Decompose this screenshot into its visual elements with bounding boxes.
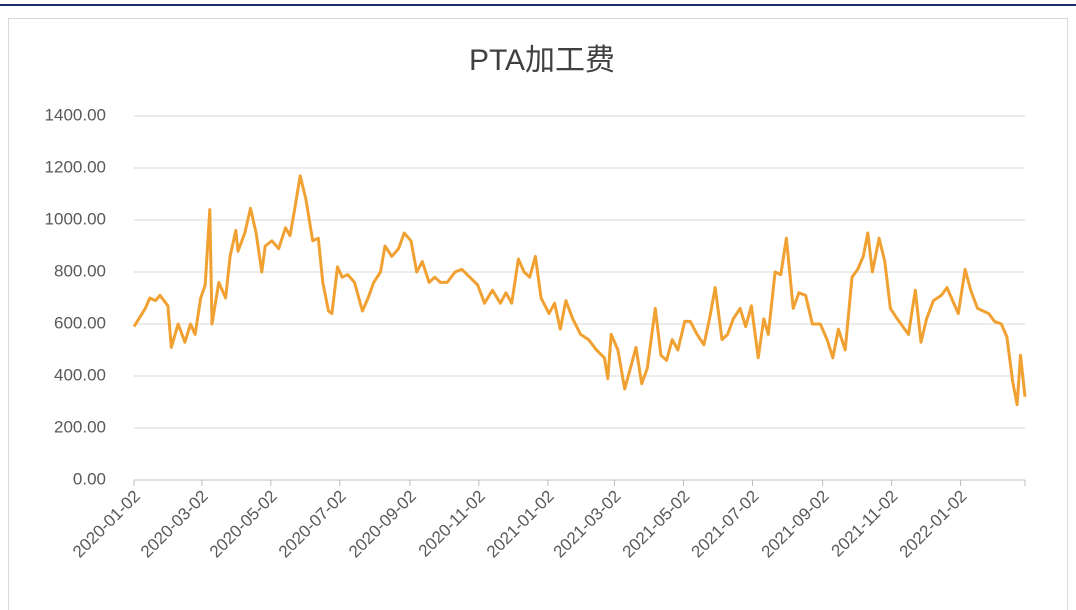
y-tick-label: 1200.00: [45, 157, 106, 176]
y-tick-label: 600.00: [54, 313, 106, 332]
chart-frame: [8, 18, 1068, 610]
chart-title: PTA加工费: [469, 44, 615, 77]
y-tick-label: 800.00: [54, 261, 106, 280]
y-tick-label: 1000.00: [45, 209, 106, 228]
y-tick-label: 200.00: [54, 417, 106, 436]
y-tick-label: 1400.00: [45, 105, 106, 124]
y-tick-label: 0.00: [73, 469, 106, 488]
y-tick-label: 400.00: [54, 365, 106, 384]
line-series: [132, 174, 1027, 407]
